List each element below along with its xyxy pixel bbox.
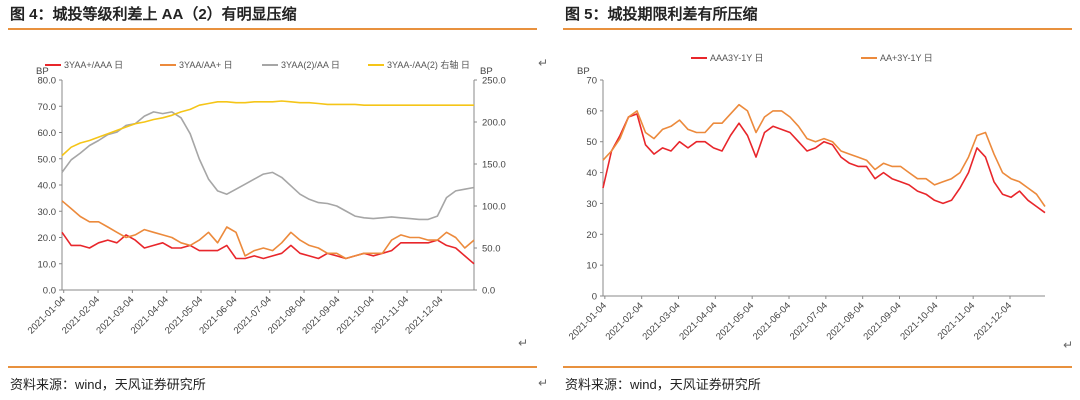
y-tick-label: 10 xyxy=(586,261,597,272)
y-tick-label: 40 xyxy=(586,168,597,179)
y2-tick-label: 100.0 xyxy=(482,202,506,213)
y-tick-label: 20.0 xyxy=(38,233,57,244)
x-tick-label: 2021-09-04 xyxy=(861,300,903,342)
y-tick-label: 20 xyxy=(586,230,597,241)
x-tick-label: 2021-06-04 xyxy=(751,300,793,342)
x-tick-label: 2021-04-04 xyxy=(677,300,719,342)
y-tick-label: 60.0 xyxy=(38,128,57,139)
x-tick-label: 2021-07-04 xyxy=(788,300,830,342)
y-tick-label: 50.0 xyxy=(38,154,57,165)
legend-label: 3YAA/AA+ 日 xyxy=(179,60,233,70)
x-tick-label: 2021-11-04 xyxy=(936,300,978,342)
legend-label: 3YAA(2)/AA 日 xyxy=(281,60,340,70)
return-icon: ↵ xyxy=(538,376,549,390)
figure-4-source: 资料来源：wind，天风证券研究所 xyxy=(10,377,206,392)
y-axis-label: BP xyxy=(577,66,590,77)
y-tick-label: 0 xyxy=(592,292,597,303)
x-tick-label: 2021-12-04 xyxy=(972,300,1014,342)
figure-4-title: 图 4：城投等级利差上 AA（2）有明显压缩 xyxy=(10,6,297,23)
x-tick-label: 2021-03-04 xyxy=(640,300,682,342)
y2-tick-label: 50.0 xyxy=(482,244,501,255)
x-tick-label: 2021-02-04 xyxy=(604,300,646,342)
series-line-3 xyxy=(61,100,474,157)
figure-4-chart: 0.010.020.030.040.050.060.070.080.0BP0.0… xyxy=(26,59,506,336)
legend-label: AAA3Y-1Y 日 xyxy=(710,53,764,63)
y2-tick-label: 0.0 xyxy=(482,286,495,297)
y-tick-label: 30.0 xyxy=(38,207,57,218)
series-line-0 xyxy=(602,113,1046,214)
figure-5-chart: 010203040506070BP2021-01-042021-02-04202… xyxy=(567,53,1046,342)
bottom-rule xyxy=(563,366,1072,368)
y2-tick-label: 150.0 xyxy=(482,160,506,171)
legend-label: AA+3Y-1Y 日 xyxy=(880,53,933,63)
y-tick-label: 10.0 xyxy=(38,259,57,270)
figure-4-panel: 图 4：城投等级利差上 AA（2）有明显压缩 0.0 10.0 20.0 30.0 40… xyxy=(8,6,549,392)
y-tick-label: 70 xyxy=(586,76,597,87)
y-axis-label: BP xyxy=(36,66,49,77)
top-rule xyxy=(563,28,1072,30)
return-icon: ↵ xyxy=(538,56,549,70)
x-tick-label: 2021-08-04 xyxy=(825,300,867,342)
x-tick-label: 2021-05-04 xyxy=(714,300,756,342)
figure-5-title: 图 5：城投期限利差有所压缩 xyxy=(565,6,758,23)
y-tick-label: 60 xyxy=(586,106,597,117)
figure-5-panel: 图 5：城投期限利差有所压缩 0 10 20 30 40 50 60 70 BP 2021-01-… xyxy=(555,0,1080,400)
y-tick-label: 50 xyxy=(586,137,597,148)
y2-tick-label: 200.0 xyxy=(482,118,506,129)
y-tick-label: 30 xyxy=(586,199,597,210)
figure-5-source: 资料来源：wind，天风证券研究所 xyxy=(565,377,761,392)
return-icon: ↵ xyxy=(1063,338,1074,352)
legend-label: 3YAA-/AA(2) 右轴 日 xyxy=(387,59,470,70)
series-line-1 xyxy=(602,103,1046,207)
series-line-0 xyxy=(61,231,475,265)
y2-axis-label: BP xyxy=(480,66,493,77)
y-tick-label: 80.0 xyxy=(38,76,57,87)
y-tick-label: 40.0 xyxy=(38,181,57,192)
return-icon: ↵ xyxy=(518,336,529,350)
x-tick-label: 2021-01-04 xyxy=(567,300,609,342)
legend-label: 3YAA+/AAA 日 xyxy=(64,60,123,70)
y-tick-label: 0.0 xyxy=(43,286,56,297)
y-tick-label: 70.0 xyxy=(38,102,57,113)
x-tick-label: 2021-10-04 xyxy=(898,300,940,342)
series-line-1 xyxy=(61,200,475,260)
y2-tick-label: 250.0 xyxy=(482,76,506,87)
bottom-rule xyxy=(8,366,537,368)
top-rule xyxy=(8,28,537,30)
